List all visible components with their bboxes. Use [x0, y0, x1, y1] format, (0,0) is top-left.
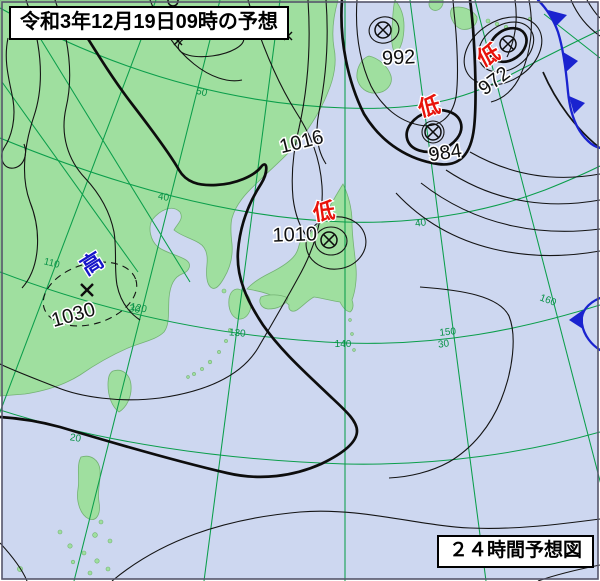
pressure-value-992: 992 [381, 46, 415, 70]
longitude-110-line [0, 0, 157, 414]
graticule-label: 30 [437, 338, 450, 351]
land-honshu [246, 183, 357, 313]
land-sakhalin [391, 0, 405, 55]
graticule-label: 140 [335, 339, 352, 350]
land-luzon [77, 455, 101, 520]
low-kanji: 低 [310, 198, 336, 226]
longitude-160-line [474, 0, 600, 484]
pressure-value-984: 984 [427, 140, 463, 166]
graticule-label: 20 [69, 432, 82, 445]
isobars-bold [0, 0, 528, 479]
isobar-980-bold [405, 108, 463, 154]
land-shikoku [259, 294, 289, 310]
graticule-label: 120 [129, 302, 148, 316]
graticule-segment-a [39, 37, 191, 283]
graticule-label: 110 [43, 256, 62, 271]
isobar-1000-bold [340, 0, 477, 166]
longitude-150-line [409, 0, 487, 581]
pressure-value-1010: 1010 [272, 223, 317, 247]
high-center-cross [80, 283, 94, 297]
longitude-120-line [73, 0, 221, 581]
isobar-1030-dashed [42, 261, 138, 327]
graticule-label: 130 [228, 327, 246, 339]
low-center-symbol [499, 35, 517, 53]
graticule-label: 40 [157, 191, 170, 204]
island-dots [17, 16, 533, 576]
latitude-40-line [0, 137, 600, 223]
cold-front-north [536, 0, 600, 150]
longitude-130-line [203, 0, 281, 581]
front-triangle [569, 96, 585, 114]
graticule-label: 50 [195, 86, 209, 99]
isobar-980-bold [488, 26, 528, 64]
latitude-50-line [0, 7, 600, 109]
forecast-title: 令和3年12月19日09時の予想 [9, 6, 289, 40]
isobar-1020-bold [0, 25, 359, 479]
low-center-symbol [320, 231, 338, 249]
low-center-symbol [424, 123, 442, 141]
front-triangle [548, 10, 567, 26]
cold-front-east [569, 296, 600, 352]
graticule-label: 40 [414, 217, 427, 230]
front-triangle [569, 310, 583, 329]
chart-type-label: ２４時間予想図 [437, 535, 595, 568]
low-center-symbol [374, 21, 392, 39]
land-taiwan [107, 369, 132, 413]
front-triangle [563, 52, 578, 72]
land-hokkaido [356, 55, 392, 94]
graticule-label: 150 [439, 326, 457, 339]
